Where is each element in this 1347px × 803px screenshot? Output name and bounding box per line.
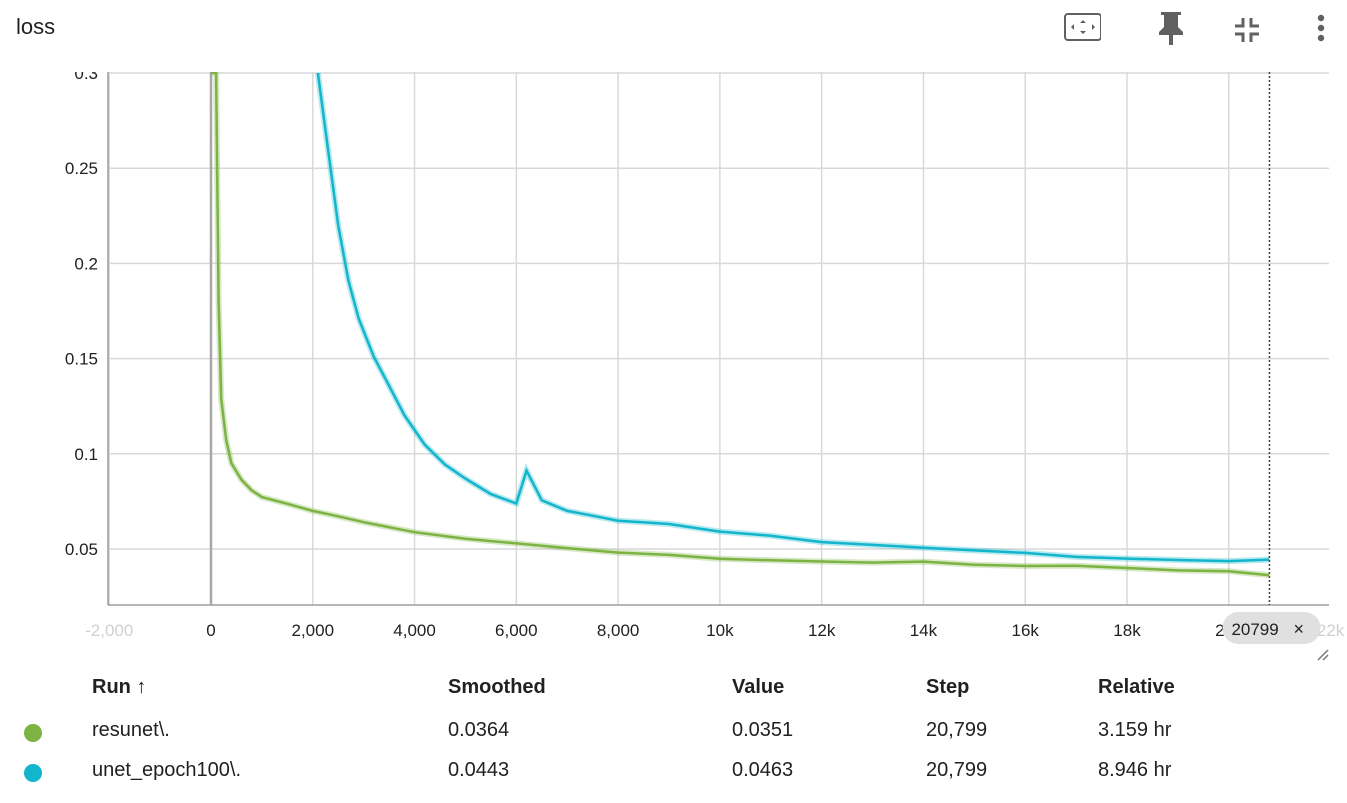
smoothed-value: 0.0364: [448, 719, 510, 741]
x-tick-label: -2,000: [85, 621, 133, 640]
x-tick-label: 16k: [1012, 621, 1040, 640]
table-row: resunet\. 0.0364 0.0351 20,799 3.159 hr: [0, 711, 1347, 751]
table-row: unet_epoch100\. 0.0443 0.0463 20,799 8.9…: [0, 751, 1347, 791]
run-name: unet_epoch100\.: [92, 759, 242, 781]
hover-close-icon: ×: [1293, 619, 1304, 639]
line-chart[interactable]: -2,000 0 2,000 4,000 6,000 8,000 10k 12k 14k 16k 1…: [0, 0, 1347, 660]
y-tick-label: 0.05: [65, 540, 98, 559]
x-tick-label: 4,000: [393, 621, 436, 640]
hover-chip: [1222, 612, 1321, 644]
run-color-dot: [24, 764, 42, 782]
column-header-smoothed[interactable]: Smoothed: [448, 676, 546, 698]
x-tick-label: 22k: [1317, 621, 1345, 640]
run-color-dot: [24, 724, 42, 742]
step-value: 20,799: [926, 719, 988, 741]
chart-axes: [107, 72, 1329, 606]
y-tick-label: 0.15: [65, 350, 98, 369]
relative-time: 3.159 hr: [1098, 719, 1172, 741]
x-tick-label: 18k: [1113, 621, 1141, 640]
smoothed-value: 0.0443: [448, 759, 510, 781]
fit-domain-icon[interactable]: [1061, 8, 1101, 48]
hover-step-label: 20799: [1231, 620, 1278, 639]
column-header-step[interactable]: Step: [926, 676, 970, 698]
y-tick-label: 0.1: [74, 445, 98, 464]
y-tick-label: 0.3: [74, 64, 98, 83]
relative-time: 8.946 hr: [1098, 759, 1172, 781]
column-header-value[interactable]: Value: [732, 676, 785, 698]
collapse-icon[interactable]: [1227, 8, 1267, 48]
resize-handle-icon[interactable]: [1316, 648, 1330, 662]
run-name: resunet\.: [92, 719, 170, 741]
raw-value: 0.0463: [732, 759, 794, 781]
x-tick-label: 10k: [706, 621, 734, 640]
chart-series: [211, 72, 1270, 579]
column-header-run[interactable]: Run ↑: [92, 676, 147, 698]
chart-grid: [108, 72, 1329, 605]
series-raw-line: [211, 72, 1270, 579]
hover-marker: 20799 ×: [1222, 72, 1321, 644]
raw-value: 0.0351: [732, 719, 794, 741]
more-vert-icon[interactable]: [1301, 8, 1341, 48]
y-tick-label: 0.2: [74, 254, 98, 273]
x-tick-label: 12k: [808, 621, 836, 640]
column-header-relative[interactable]: Relative: [1098, 676, 1175, 698]
chart-tick-labels: -2,000 0 2,000 4,000 6,000 8,000 10k 12k 14k 16k 1…: [65, 64, 1345, 640]
x-tick-label: 6,000: [495, 621, 538, 640]
x-tick-label: 0: [206, 621, 215, 640]
x-tick-label: 14k: [910, 621, 938, 640]
card-title: loss: [16, 14, 56, 39]
pin-icon[interactable]: [1151, 8, 1191, 48]
series-smoothed-line: [316, 72, 1270, 563]
card-toolbar: [1047, 8, 1347, 48]
series-smoothed-line: [211, 72, 1270, 577]
x-tick-label: 2,000: [292, 621, 335, 640]
table-header: Run ↑ Smoothed Value Step Relative: [0, 668, 1347, 708]
x-tick-label: 8,000: [597, 621, 640, 640]
step-value: 20,799: [926, 759, 988, 781]
y-tick-label: 0.25: [65, 159, 98, 178]
